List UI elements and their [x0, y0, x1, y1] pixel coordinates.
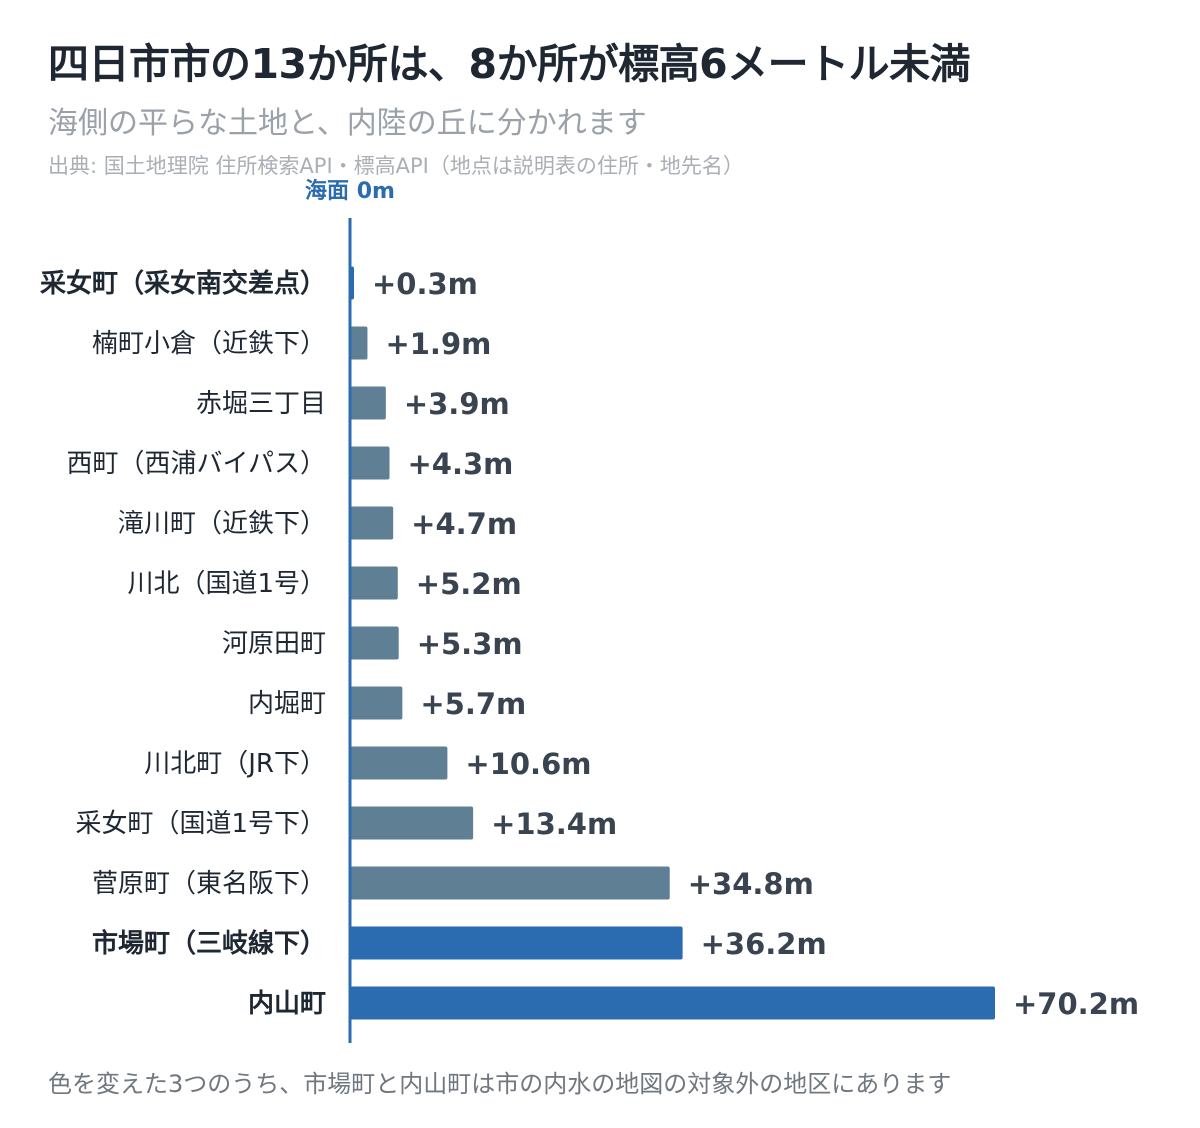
category-label: 西町（西浦バイパス）: [67, 449, 326, 479]
category-label: 赤堀三丁目: [196, 389, 326, 419]
value-label: +4.3m: [408, 447, 514, 481]
bar: [350, 446, 390, 480]
bar: [350, 566, 398, 600]
chart-title: 四日市市の13か所は、8か所が標高6メートル未満: [48, 40, 971, 88]
value-label: +10.6m: [465, 747, 591, 781]
value-label: +3.9m: [404, 387, 510, 421]
value-label: +36.2m: [701, 927, 827, 961]
value-label: +5.7m: [420, 687, 526, 721]
value-label: +13.4m: [491, 807, 617, 841]
source-note: 出典: 国土地理院 住所検索API・標高API（地点は説明表の住所・地先名）: [48, 154, 744, 178]
category-label: 菅原町（東名阪下）: [92, 869, 326, 899]
value-label: +1.9m: [385, 327, 491, 361]
bar: [350, 746, 448, 780]
value-label: +5.3m: [417, 627, 523, 661]
value-label: +4.7m: [411, 507, 517, 541]
footnote: 色を変えた3つのうち、市場町と内山町は市の内水の地図の対象外の地区にあります: [48, 1070, 952, 1098]
bar: [350, 866, 670, 900]
category-label: 采女町（采女南交差点）: [40, 268, 326, 299]
category-label: 川北（国道1号）: [127, 569, 326, 599]
category-label: 滝川町（近鉄下）: [118, 509, 326, 539]
bar: [350, 806, 474, 840]
category-label: 内山町: [248, 989, 326, 1019]
bar: [350, 626, 399, 660]
zero-line-label: 海面 0m: [305, 178, 395, 204]
value-label: +34.8m: [688, 867, 814, 901]
category-label: 市場町（三岐線下）: [92, 928, 326, 959]
value-label: +0.3m: [372, 267, 478, 301]
category-label: 河原田町: [222, 629, 326, 659]
bar: [350, 686, 403, 720]
chart-subtitle: 海側の平らな土地と、内陸の丘に分かれます: [48, 106, 647, 141]
bar: [350, 326, 368, 360]
category-label: 川北町（JR下）: [144, 749, 326, 779]
category-label: 采女町（国道1号下）: [75, 809, 326, 839]
category-label: 楠町小倉（近鉄下）: [92, 329, 326, 359]
bar: [350, 506, 394, 540]
bar: [350, 926, 683, 960]
bar: [350, 986, 995, 1020]
value-label: +5.2m: [416, 567, 522, 601]
value-label: +70.2m: [1013, 987, 1139, 1021]
category-label: 内堀町: [248, 689, 326, 719]
bar: [350, 386, 386, 420]
